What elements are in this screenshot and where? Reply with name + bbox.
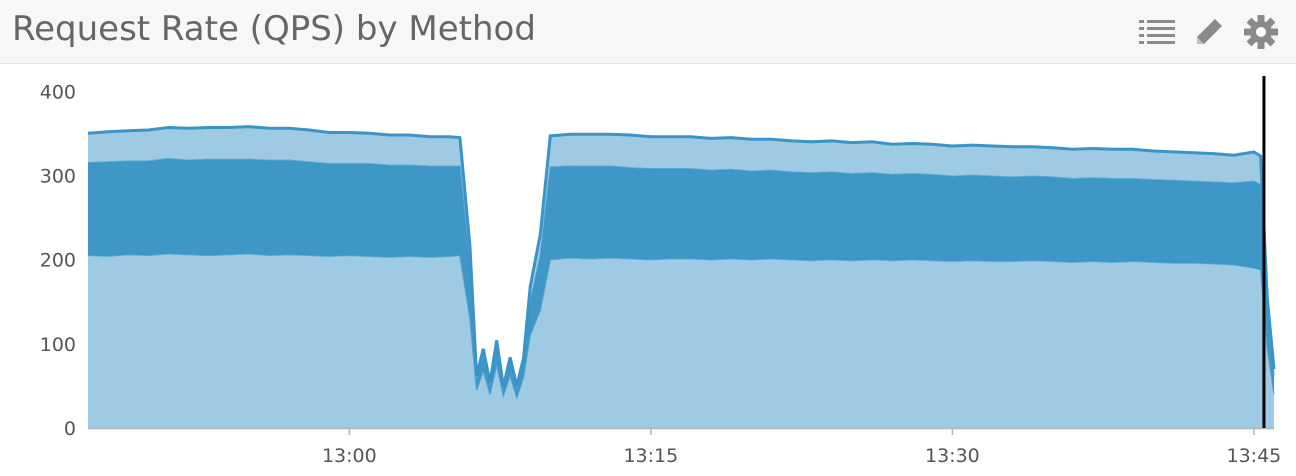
y-tick-label: 400 [40, 81, 76, 103]
series-area-3 [88, 126, 1274, 390]
y-axis: 0 100 200 300 400 [40, 81, 76, 440]
y-tick-label: 0 [64, 418, 76, 440]
qps-area-chart: 0 100 200 300 400 13:00 13:15 13:30 13:45 [40, 76, 1282, 467]
series-line-1 [87, 252, 1275, 401]
y-tick-label: 300 [40, 165, 76, 187]
widget-header: Request Rate (QPS) by Method [0, 0, 1296, 64]
series-line-2 [87, 157, 1275, 393]
gear-icon[interactable] [1242, 13, 1280, 51]
x-tick-label: 13:15 [623, 445, 678, 467]
x-axis: 13:00 13:15 13:30 13:45 [88, 427, 1282, 467]
pencil-icon[interactable] [1190, 13, 1228, 51]
series-area-2 [88, 158, 1274, 398]
widget-toolbar [1138, 12, 1280, 52]
x-tick-label: 13:45 [1227, 445, 1282, 467]
series-area-1 [88, 253, 1274, 428]
widget-title: Request Rate (QPS) by Method [12, 9, 536, 49]
series-line-3 [87, 125, 1276, 388]
x-tick-label: 13:00 [322, 445, 377, 467]
x-tick-label: 13:30 [925, 445, 980, 467]
y-tick-label: 200 [40, 250, 76, 272]
y-tick-label: 100 [40, 334, 76, 356]
list-icon[interactable] [1138, 13, 1176, 51]
area-series-group [88, 126, 1274, 428]
series-line-group [87, 125, 1276, 401]
